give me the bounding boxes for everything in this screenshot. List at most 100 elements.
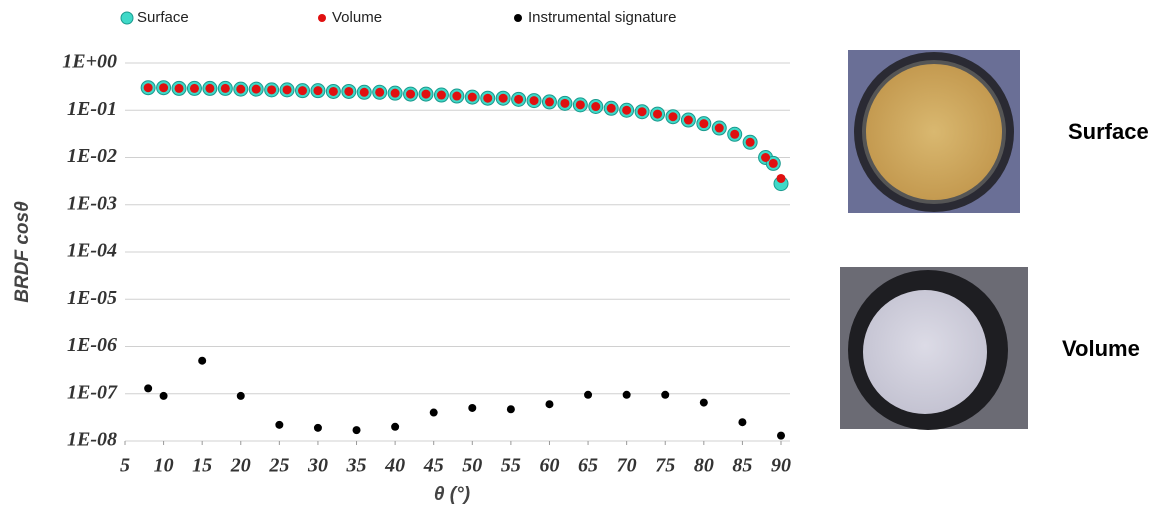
data-point <box>467 92 477 102</box>
data-point <box>236 391 245 400</box>
data-point <box>575 100 585 110</box>
data-point <box>452 91 462 101</box>
y-tick-label: 1E-08 <box>67 429 117 451</box>
data-point <box>352 426 361 435</box>
data-point <box>529 96 539 106</box>
data-point <box>344 86 354 96</box>
legend-marker <box>514 14 522 22</box>
data-point <box>761 153 771 162</box>
x-tick-label: 65 <box>578 455 598 477</box>
y-axis-label: BRDF cosθ <box>12 201 33 303</box>
data-point <box>159 391 168 400</box>
data-point <box>282 85 292 95</box>
data-point <box>328 86 338 96</box>
data-point <box>429 408 438 417</box>
x-tick-label: 45 <box>423 455 444 477</box>
x-tick-label: 35 <box>346 455 367 477</box>
data-point <box>768 158 778 168</box>
legend-label: Surface <box>137 9 189 26</box>
data-point <box>699 119 709 129</box>
y-tick-label: 1E-02 <box>67 145 117 167</box>
data-point <box>738 418 747 427</box>
x-tick-label: 80 <box>694 455 714 477</box>
data-point <box>745 137 755 147</box>
data-point <box>776 173 786 183</box>
data-point <box>730 129 740 139</box>
data-point <box>622 390 631 399</box>
data-point <box>653 109 663 119</box>
data-point <box>406 89 416 99</box>
x-tick-label: 30 <box>307 455 328 477</box>
data-point <box>144 384 153 393</box>
x-tick-label: 15 <box>192 455 212 477</box>
photo-volume <box>840 267 1028 430</box>
data-point <box>198 356 207 365</box>
data-point <box>390 88 400 98</box>
data-point <box>220 83 230 93</box>
data-point <box>267 85 277 95</box>
data-point <box>661 390 670 399</box>
y-tick-label: 1E-03 <box>67 192 117 214</box>
data-point <box>205 83 215 93</box>
data-point <box>143 83 153 93</box>
x-tick-label: 90 <box>771 455 791 477</box>
data-point <box>514 94 524 104</box>
photo-label: Surface <box>1068 119 1149 144</box>
data-point <box>359 87 369 97</box>
data-point <box>313 86 323 96</box>
data-point <box>560 98 570 108</box>
data-point <box>189 83 199 93</box>
legend-label: Volume <box>332 9 382 26</box>
data-point <box>777 431 785 440</box>
x-tick-label: 60 <box>539 455 559 477</box>
x-tick-label: 40 <box>384 455 405 477</box>
x-axis-label: θ (°) <box>434 484 470 505</box>
data-point <box>483 93 493 103</box>
data-point <box>544 97 554 107</box>
data-point <box>375 87 385 97</box>
data-point <box>391 422 400 431</box>
data-point <box>275 420 284 429</box>
data-point <box>622 105 632 115</box>
data-point <box>584 390 593 399</box>
data-point <box>174 83 184 93</box>
photo-label: Volume <box>1062 336 1140 361</box>
photo-sample <box>866 64 1002 200</box>
x-tick-label: 75 <box>655 455 675 477</box>
y-tick-label: 1E-07 <box>67 381 118 403</box>
x-tick-label: 5 <box>120 455 130 477</box>
y-tick-label: 1E+00 <box>62 51 117 73</box>
data-point <box>591 102 601 112</box>
y-tick-label: 1E-04 <box>67 240 117 262</box>
x-tick-label: 85 <box>732 455 752 477</box>
data-point <box>606 103 616 113</box>
data-point <box>545 400 554 409</box>
legend-marker <box>120 11 134 25</box>
y-tick-label: 1E-01 <box>67 98 117 120</box>
x-tick-label: 55 <box>501 455 521 477</box>
photo-sample <box>863 290 987 414</box>
data-point <box>468 403 477 412</box>
data-point <box>298 86 308 96</box>
x-tick-label: 70 <box>617 455 637 477</box>
legend-label: Instrumental signature <box>528 9 676 26</box>
data-point <box>714 123 724 133</box>
data-point <box>699 398 708 407</box>
x-tick-label: 25 <box>268 455 289 477</box>
x-tick-label: 10 <box>154 455 174 477</box>
data-point <box>436 90 446 100</box>
x-tick-label: 20 <box>230 455 251 477</box>
data-point <box>251 84 261 94</box>
data-point <box>159 83 169 93</box>
data-point <box>683 115 693 125</box>
legend-marker <box>318 14 326 22</box>
data-point <box>637 107 647 117</box>
data-point <box>421 89 431 99</box>
y-tick-label: 1E-05 <box>67 287 117 309</box>
data-point <box>313 423 322 432</box>
x-tick-label: 50 <box>462 455 482 477</box>
photo-surface <box>848 50 1020 213</box>
data-point <box>506 405 515 414</box>
